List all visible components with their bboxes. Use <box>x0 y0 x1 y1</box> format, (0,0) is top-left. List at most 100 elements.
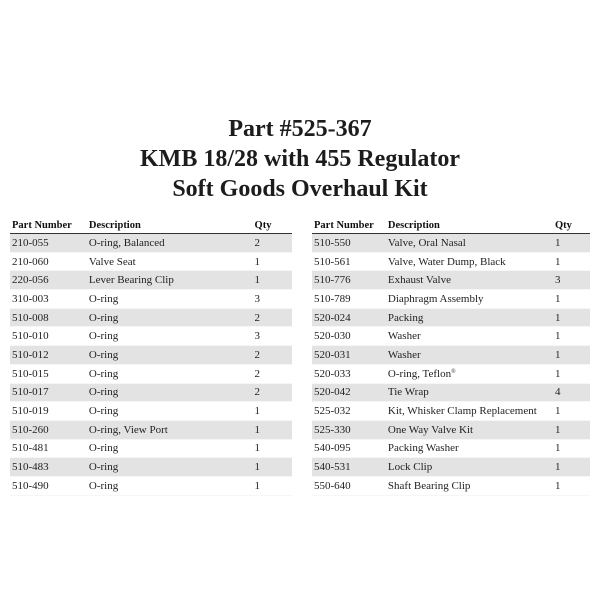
description-cell-text: Kit, Whisker Clamp Replacement <box>387 405 537 418</box>
part-number-cell: 510-550 <box>312 233 386 253</box>
qty-cell-text: 1 <box>555 255 561 268</box>
description-cell: Washer <box>385 345 554 365</box>
description-cell: Packing Washer <box>385 439 554 459</box>
qty-cell-text: 1 <box>254 405 261 418</box>
table-row: 510-019 O-ring 1 <box>10 401 292 421</box>
header-part-number: Part Number <box>10 218 87 234</box>
description-cell: Shaft Bearing Clip <box>385 476 554 496</box>
description-cell: Lock Clip <box>385 457 554 477</box>
description-cell-text: O-ring <box>88 386 119 399</box>
part-number-cell-text: 510-015 <box>12 367 49 380</box>
table-row: 520-042 Tie Wrap 4 <box>312 383 590 403</box>
part-number-cell-text: 510-776 <box>314 274 351 287</box>
parts-table-right-body: 510-550 Valve, Oral Nasal 1 510-561 Valve, W… <box>312 233 590 496</box>
qty-cell: 1 <box>553 289 590 309</box>
table-row: 510-561 Valve, Water Dump, Black 1 <box>312 252 590 272</box>
part-number-cell-text: 510-490 <box>12 479 49 492</box>
qty-cell: 3 <box>553 270 590 291</box>
part-number-cell-text: 510-483 <box>12 461 49 474</box>
qty-cell: 1 <box>553 345 590 365</box>
description-cell: Tie Wrap <box>385 383 554 403</box>
description-cell-text: Packing <box>387 311 424 324</box>
description-cell-text: Exhaust Valve <box>387 274 451 287</box>
qty-cell-text: 1 <box>254 255 261 268</box>
qty-cell: 2 <box>252 383 292 403</box>
description-cell-text: Valve Seat <box>88 255 136 268</box>
part-number-cell: 510-017 <box>10 383 87 403</box>
qty-cell: 1 <box>553 401 590 421</box>
part-number-cell-text: 510-019 <box>12 405 49 418</box>
title-kit-name: Soft Goods Overhaul Kit <box>172 176 428 202</box>
description-cell: O-ring <box>86 401 253 421</box>
description-cell: O-ring <box>86 345 253 365</box>
part-number-cell-text: 510-012 <box>12 348 49 361</box>
part-number-cell: 510-260 <box>10 420 87 440</box>
title-block: Part #525-367 KMB 18/28 with 455 Regulat… <box>0 114 600 204</box>
part-number-cell-text: 520-031 <box>314 348 351 361</box>
part-number-cell: 510-008 <box>10 308 87 328</box>
qty-cell: 2 <box>252 364 292 384</box>
table-row: 510-015 O-ring 2 <box>10 364 292 384</box>
table-row: 210-055 O-ring, Balanced 2 <box>10 233 292 253</box>
qty-cell: 4 <box>553 383 590 403</box>
description-cell: O-ring <box>86 457 253 477</box>
qty-cell-text: 3 <box>555 274 561 287</box>
description-cell-text: O-ring, Teflon <box>387 367 452 380</box>
qty-cell: 1 <box>553 252 590 272</box>
description-cell-text: Tie Wrap <box>387 386 429 399</box>
part-number-cell-text: 510-789 <box>314 292 351 305</box>
table-row: 510-483 O-ring 1 <box>10 457 292 477</box>
description-cell-text: O-ring <box>88 461 119 474</box>
table-row: 510-260 O-ring, View Port 1 <box>10 420 292 440</box>
qty-cell-text: 1 <box>555 423 561 436</box>
description-cell-text: Valve, Oral Nasal <box>387 236 466 249</box>
part-number-cell: 520-030 <box>312 326 386 347</box>
description-cell: Exhaust Valve <box>385 270 554 291</box>
qty-cell-text: 3 <box>254 330 261 343</box>
part-number-cell-text: 540-095 <box>314 442 351 455</box>
qty-cell-text: 1 <box>254 423 261 436</box>
qty-cell: 2 <box>252 308 292 328</box>
qty-cell: 3 <box>252 289 292 309</box>
description-cell-text: O-ring <box>88 348 119 361</box>
table-row: 520-031 Washer 1 <box>312 345 590 365</box>
description-cell-text: O-ring <box>88 367 119 380</box>
part-number-cell: 310-003 <box>10 289 87 309</box>
table-row: 520-033 O-ring, Teflon® 1 <box>312 364 590 384</box>
description-cell: Washer <box>385 326 554 347</box>
qty-cell: 1 <box>252 457 292 477</box>
qty-cell: 1 <box>252 401 292 421</box>
table-header-row: Part Number Description Qty <box>312 218 590 234</box>
qty-cell: 1 <box>553 476 590 496</box>
qty-cell-text: 4 <box>555 386 561 399</box>
qty-cell: 1 <box>252 439 292 459</box>
qty-cell-text: 2 <box>254 236 261 249</box>
part-number-cell-text: 520-033 <box>314 367 351 380</box>
qty-cell: 1 <box>553 364 590 384</box>
parts-table-left-body: 210-055 O-ring, Balanced 2 210-060 Valve Sea… <box>10 233 292 496</box>
part-number-cell-text: 510-008 <box>12 311 49 324</box>
table-row: 510-550 Valve, Oral Nasal 1 <box>312 233 590 253</box>
qty-cell-text: 1 <box>254 442 261 455</box>
part-number-cell-text: 510-010 <box>12 330 49 343</box>
description-cell: O-ring, Teflon® <box>385 364 554 384</box>
title-product: KMB 18/28 with 455 Regulator <box>140 146 460 172</box>
parts-table-left: Part Number Description Qty 210-055 O-rin… <box>10 218 292 496</box>
description-cell: Valve, Oral Nasal <box>385 233 554 253</box>
registered-mark: ® <box>451 368 456 375</box>
description-cell-text: One Way Valve Kit <box>387 423 474 436</box>
part-number-cell: 510-561 <box>312 252 386 272</box>
description-cell-text: Lock Clip <box>387 461 433 474</box>
header-qty: Qty <box>553 218 590 234</box>
description-cell: O-ring <box>86 439 253 459</box>
description-cell-text: O-ring <box>88 479 119 492</box>
description-cell: Valve Seat <box>86 252 253 272</box>
description-cell: O-ring <box>86 326 253 347</box>
part-number-cell: 510-483 <box>10 457 87 477</box>
description-cell-text: O-ring, Balanced <box>88 236 165 249</box>
part-number-cell: 510-015 <box>10 364 87 384</box>
qty-cell-text: 1 <box>555 348 561 361</box>
table-row: 540-095 Packing Washer 1 <box>312 439 590 459</box>
qty-cell-text: 1 <box>555 442 561 455</box>
table-row: 210-060 Valve Seat 1 <box>10 252 292 272</box>
